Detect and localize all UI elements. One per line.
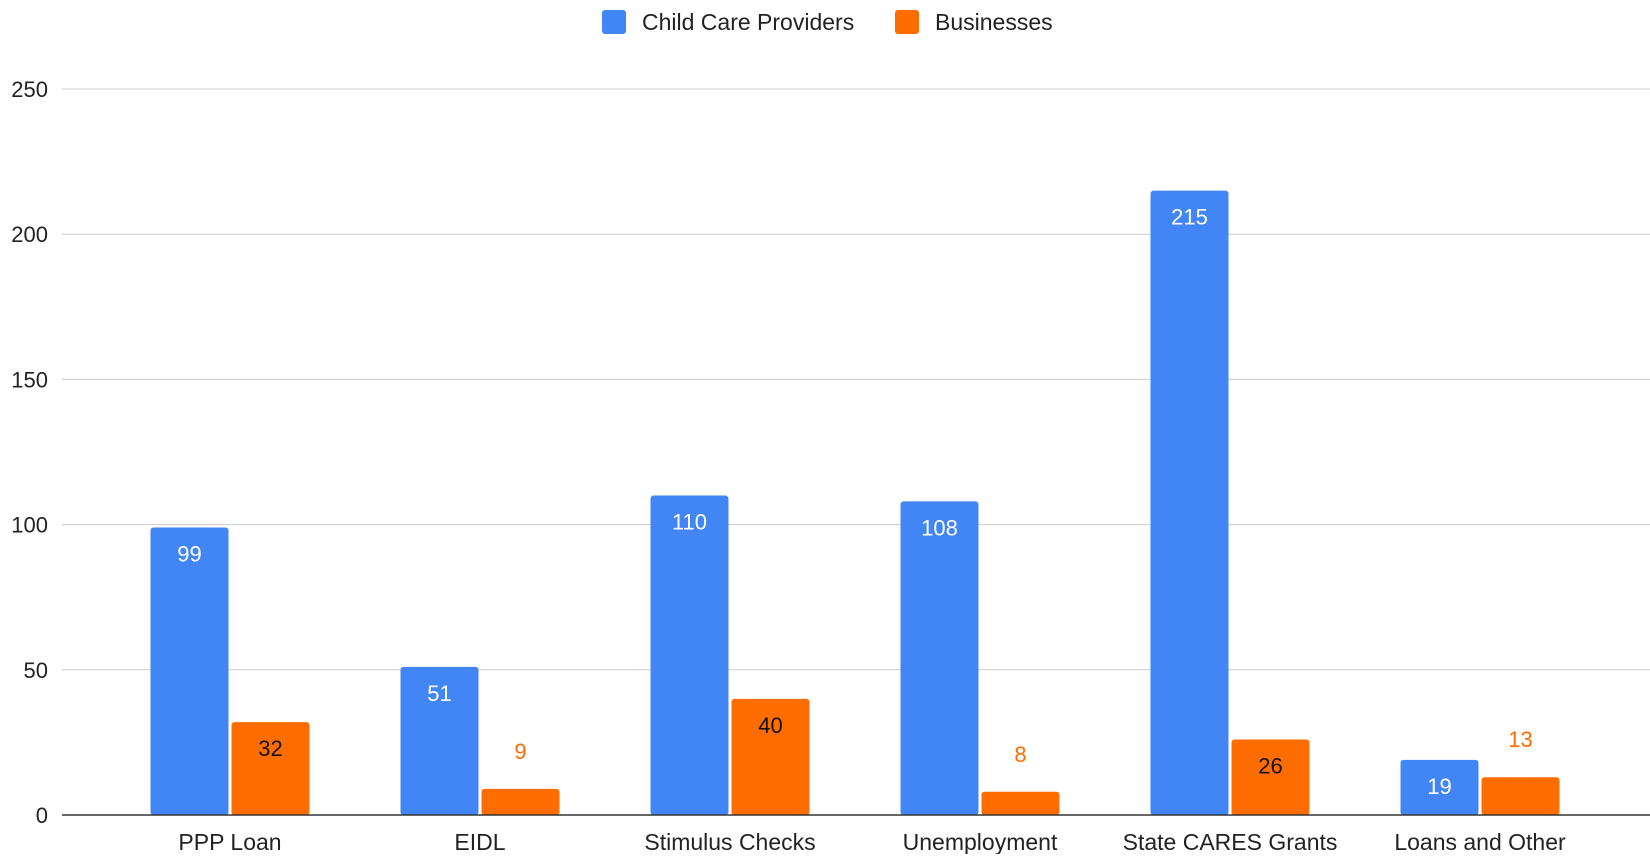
data-label-businesses-stimulus-checks: 40 — [758, 713, 782, 738]
data-label-businesses-eidl: 9 — [514, 739, 526, 764]
y-tick-label: 100 — [11, 513, 48, 538]
data-label-child-care-providers-stimulus-checks: 110 — [672, 510, 707, 535]
bar-child-care-providers-stimulus-checks — [650, 495, 729, 815]
bar-child-care-providers-eidl — [400, 666, 479, 815]
bar-businesses-unemployment — [981, 791, 1060, 815]
x-tick-label: Loans and Other — [1394, 829, 1566, 854]
legend-label: Child Care Providers — [642, 9, 854, 35]
bar-child-care-providers-loans-and-other — [1400, 759, 1479, 815]
data-label-businesses-ppp-loan: 32 — [258, 736, 282, 761]
legend-swatch — [895, 10, 919, 34]
x-tick-label: EIDL — [454, 829, 505, 854]
data-label-businesses-loans-and-other: 13 — [1508, 727, 1532, 752]
x-tick-label: Unemployment — [903, 829, 1058, 854]
y-axis-ticks: 0 50 100 150 200 250 — [11, 77, 48, 828]
data-label-child-care-providers-eidl: 51 — [427, 681, 451, 706]
legend-swatch — [602, 10, 626, 34]
legend-item-businesses: Businesses — [895, 9, 1053, 35]
y-tick-label: 150 — [11, 367, 48, 392]
x-tick-label: State CARES Grants — [1123, 829, 1338, 854]
y-tick-label: 0 — [36, 803, 48, 828]
bar-businesses-ppp-loan — [231, 722, 310, 815]
bar-child-care-providers-ppp-loan — [150, 527, 229, 815]
bar-businesses-stimulus-checks — [731, 698, 810, 815]
y-tick-label: 50 — [24, 658, 48, 683]
legend-item-child-care-providers: Child Care Providers — [602, 9, 854, 35]
data-label-businesses-state-cares-grants: 26 — [1258, 753, 1282, 778]
data-label-businesses-unemployment: 8 — [1014, 742, 1026, 767]
bars — [150, 190, 1560, 815]
data-label-child-care-providers-loans-and-other: 19 — [1427, 774, 1451, 799]
data-label-child-care-providers-ppp-loan: 99 — [177, 542, 201, 567]
y-tick-label: 200 — [11, 222, 48, 247]
x-axis-ticks: PPP Loan EIDL Stimulus Checks Unemployment S… — [178, 829, 1566, 855]
data-label-child-care-providers-state-cares-grants: 215 — [1171, 205, 1208, 230]
bar-child-care-providers-state-cares-grants — [1150, 190, 1229, 815]
chart-legend: Child Care Providers Businesses — [602, 9, 1053, 35]
x-tick-label: Stimulus Checks — [644, 829, 815, 854]
bar-businesses-eidl — [481, 788, 560, 815]
gridlines — [62, 88, 1650, 671]
bar-businesses-loans-and-other — [1481, 777, 1560, 815]
x-tick-label: PPP Loan — [178, 829, 281, 854]
y-tick-label: 250 — [11, 77, 48, 102]
legend-label: Businesses — [935, 9, 1053, 35]
bar-businesses-state-cares-grants — [1231, 739, 1310, 815]
data-labels: 99 32 51 9 110 40 108 8 215 26 19 13 — [177, 205, 1532, 799]
bar-child-care-providers-unemployment — [900, 501, 979, 815]
data-label-child-care-providers-unemployment: 108 — [921, 515, 958, 540]
